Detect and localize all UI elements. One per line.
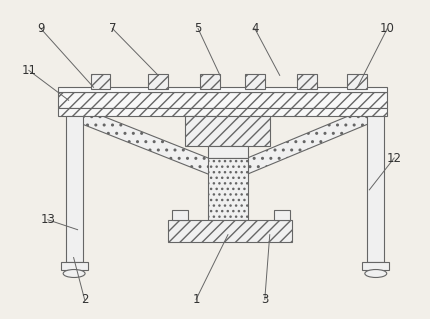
Bar [61,262,88,270]
Text: 13: 13 [40,213,55,226]
Bar [185,116,270,146]
Bar [362,262,389,270]
Bar [297,74,316,89]
Bar [208,146,248,158]
Bar [245,74,265,89]
Ellipse shape [63,270,85,278]
Bar [172,210,188,220]
Text: 4: 4 [251,22,258,35]
Polygon shape [80,109,216,175]
Polygon shape [240,109,370,175]
Text: 3: 3 [261,293,268,306]
Bar [347,74,367,89]
Bar [200,74,220,89]
Text: 11: 11 [22,64,36,77]
Text: 10: 10 [380,22,395,35]
Text: 7: 7 [109,22,116,35]
Ellipse shape [365,270,387,278]
Bar [148,74,168,89]
Bar [91,74,111,89]
Bar [58,87,387,92]
Bar [367,116,384,262]
Text: 9: 9 [37,22,45,35]
Text: 1: 1 [192,293,200,306]
Bar [58,92,387,108]
Text: 2: 2 [81,293,88,306]
Bar [208,158,248,220]
Bar [66,116,83,262]
Bar [168,220,292,241]
Bar [274,210,290,220]
Text: 12: 12 [387,152,402,165]
Bar [58,108,387,116]
Text: 5: 5 [194,22,202,35]
